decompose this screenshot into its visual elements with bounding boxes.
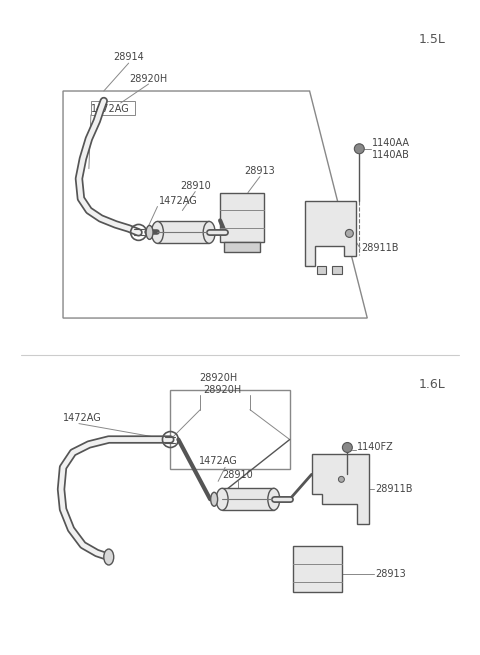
Ellipse shape xyxy=(203,221,215,244)
Ellipse shape xyxy=(216,489,228,510)
Text: 28910: 28910 xyxy=(223,470,253,480)
Text: 1472AG: 1472AG xyxy=(199,457,238,466)
Ellipse shape xyxy=(152,221,164,244)
Polygon shape xyxy=(312,455,369,524)
Text: 1.6L: 1.6L xyxy=(419,378,446,391)
Polygon shape xyxy=(305,200,356,267)
Bar xyxy=(222,489,274,510)
Text: 28911B: 28911B xyxy=(361,244,399,253)
Text: 28913: 28913 xyxy=(375,569,406,579)
Text: 28920H: 28920H xyxy=(203,384,241,395)
Bar xyxy=(293,546,342,592)
Text: 1472AG: 1472AG xyxy=(63,413,102,422)
Text: 1140FZ: 1140FZ xyxy=(357,443,394,453)
Ellipse shape xyxy=(146,225,153,239)
Text: 1140AA: 1140AA xyxy=(372,138,410,148)
Polygon shape xyxy=(316,267,326,274)
Ellipse shape xyxy=(268,489,280,510)
Text: 1.5L: 1.5L xyxy=(419,33,446,46)
Bar xyxy=(170,390,290,470)
Ellipse shape xyxy=(104,549,114,565)
Bar xyxy=(224,242,260,252)
Text: 28910: 28910 xyxy=(180,181,211,191)
Circle shape xyxy=(354,144,364,154)
Text: 28920H: 28920H xyxy=(199,373,237,383)
Circle shape xyxy=(342,443,352,453)
Bar xyxy=(220,193,264,242)
Text: 28920H: 28920H xyxy=(130,74,168,84)
Text: 1140AB: 1140AB xyxy=(372,150,410,160)
Text: 28913: 28913 xyxy=(244,166,275,176)
Circle shape xyxy=(338,476,344,482)
Circle shape xyxy=(346,229,353,237)
Bar xyxy=(91,101,134,115)
Text: 1472AG: 1472AG xyxy=(158,196,197,206)
Text: 28911B: 28911B xyxy=(375,484,413,495)
Bar xyxy=(157,221,209,244)
Ellipse shape xyxy=(211,493,217,506)
Text: 1472AG: 1472AG xyxy=(91,104,130,114)
Polygon shape xyxy=(333,267,342,274)
Text: 28914: 28914 xyxy=(113,52,144,62)
